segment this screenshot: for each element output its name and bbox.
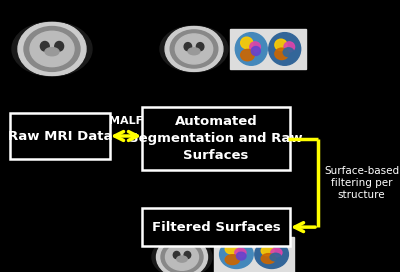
Ellipse shape [170,30,218,68]
Text: Automated
Segmentation and Raw
Surfaces: Automated Segmentation and Raw Surfaces [129,115,303,162]
Ellipse shape [220,240,253,268]
Ellipse shape [177,256,187,262]
Ellipse shape [241,50,254,61]
Ellipse shape [161,240,203,272]
Circle shape [152,237,212,272]
Ellipse shape [255,240,288,268]
Ellipse shape [30,31,74,67]
Circle shape [12,22,92,76]
Bar [214,237,294,272]
FancyBboxPatch shape [10,113,110,159]
Ellipse shape [261,254,276,264]
Ellipse shape [251,47,260,55]
Ellipse shape [271,248,282,257]
FancyBboxPatch shape [142,208,290,246]
Ellipse shape [269,33,301,65]
Ellipse shape [275,48,288,60]
Ellipse shape [18,22,86,76]
Ellipse shape [250,42,260,52]
Ellipse shape [275,39,287,51]
Text: Raw MRI Data: Raw MRI Data [8,129,112,143]
Ellipse shape [196,43,204,51]
Ellipse shape [261,246,274,256]
Ellipse shape [225,244,238,254]
Ellipse shape [45,48,59,56]
Ellipse shape [184,251,191,259]
Ellipse shape [175,34,213,64]
Ellipse shape [55,42,64,51]
Ellipse shape [156,237,208,272]
Ellipse shape [241,37,253,49]
Ellipse shape [165,26,223,72]
Text: Filtered Surfaces: Filtered Surfaces [152,221,280,234]
Ellipse shape [235,248,246,257]
Ellipse shape [284,42,294,52]
Text: MALF: MALF [109,116,143,126]
Ellipse shape [188,48,200,55]
Ellipse shape [270,253,281,261]
Ellipse shape [225,255,240,265]
Ellipse shape [236,252,246,260]
Ellipse shape [184,43,192,51]
Circle shape [160,26,228,72]
FancyBboxPatch shape [142,107,290,170]
Text: Surface-based
filtering per
structure: Surface-based filtering per structure [324,166,399,200]
Ellipse shape [283,48,294,57]
Ellipse shape [24,27,80,72]
Bar [230,29,306,69]
Ellipse shape [173,251,180,259]
Ellipse shape [166,244,198,270]
Ellipse shape [40,42,49,51]
Ellipse shape [235,33,267,65]
